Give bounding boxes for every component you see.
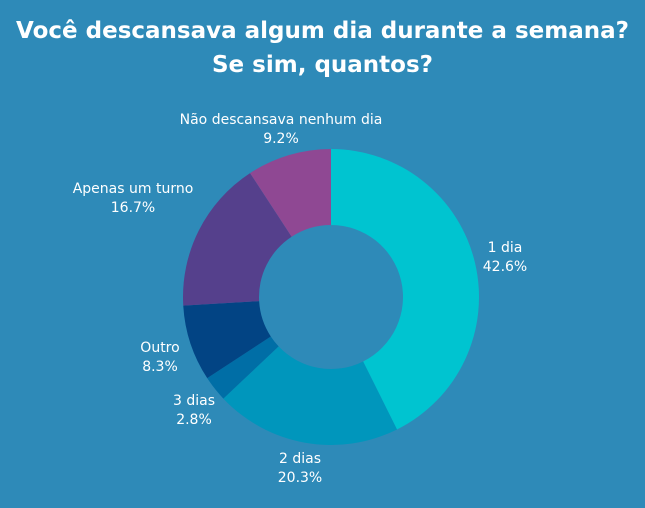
slice-apenas-um-turno	[183, 173, 292, 306]
slice-value-label: 8.3%	[142, 359, 178, 375]
chart-title-line-2: Se sim, quantos?	[211, 52, 433, 78]
chart-title-line-1: Você descansava algum dia durante a sema…	[16, 18, 629, 44]
slice-2-dias	[223, 346, 398, 445]
slice-label: Apenas um turno	[73, 181, 194, 197]
slice-label: Não descansava nenhum dia	[180, 112, 383, 128]
slice-value-label: 9.2%	[263, 131, 299, 147]
slice-value-label: 2.8%	[176, 412, 212, 428]
slice-3-dias	[207, 336, 279, 399]
slice-1-dia	[331, 149, 479, 430]
slice-value-label: 20.3%	[278, 470, 322, 486]
slice-outro	[183, 301, 271, 379]
slice-value-label: 42.6%	[483, 259, 527, 275]
slice-label: 3 dias	[173, 393, 215, 409]
slice-label: 2 dias	[279, 451, 321, 467]
slice-label: 1 dia	[488, 240, 523, 256]
slice-value-label: 16.7%	[111, 200, 155, 216]
slice-label: Outro	[140, 340, 179, 356]
slice-n-o-descansava-nenhum-dia	[250, 149, 331, 237]
chart-title: Você descansava algum dia durante a sema…	[0, 14, 645, 82]
